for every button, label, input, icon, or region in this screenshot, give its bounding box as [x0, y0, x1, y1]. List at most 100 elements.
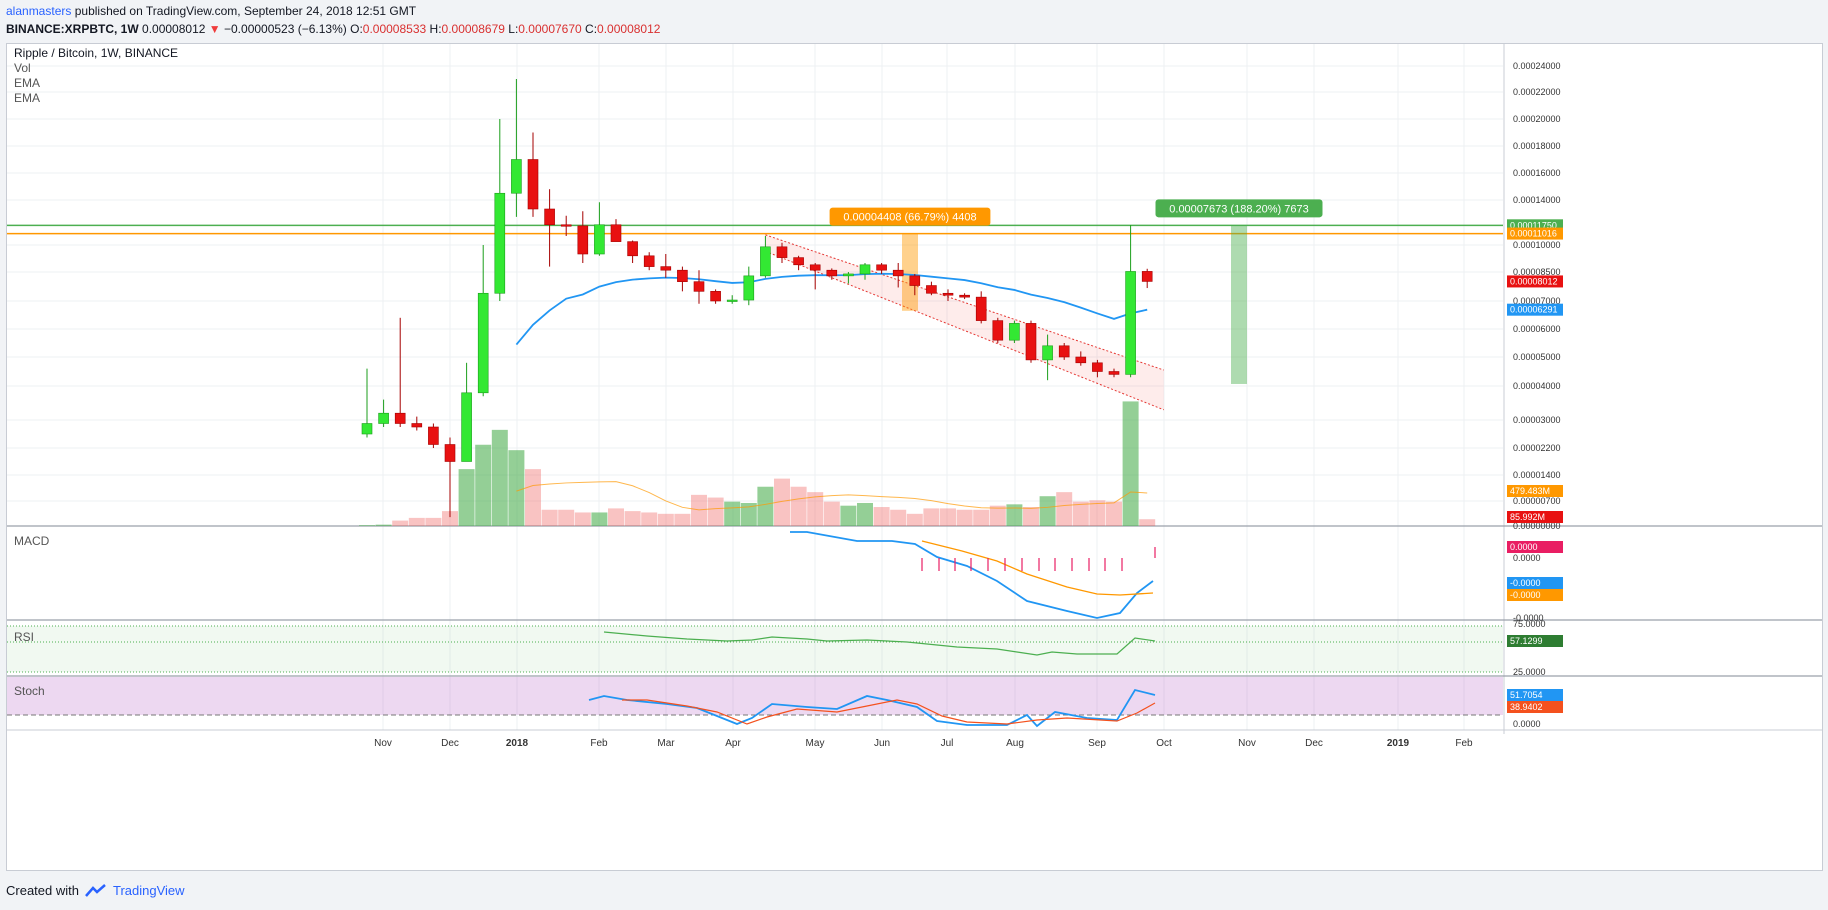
open-label: O: — [350, 22, 363, 36]
footer: Created with TradingView — [6, 883, 185, 898]
candle-body — [677, 269, 688, 282]
candle-body — [776, 246, 788, 258]
volume-bar — [674, 513, 691, 526]
y-tick-label: 0.00016000 — [1513, 168, 1561, 178]
volume-bar — [525, 469, 541, 526]
y-tick-label: 0.00000000 — [1513, 521, 1561, 531]
candle-body — [494, 192, 506, 294]
measure-orange-label: 0.00004408 (66.79%) 4408 — [843, 212, 976, 224]
high-label: H: — [429, 22, 442, 36]
candle-body — [477, 292, 489, 394]
volume-bar — [1039, 496, 1056, 526]
volume-bar — [691, 494, 707, 526]
x-tick-label: Mar — [657, 738, 675, 749]
candle-body — [577, 225, 589, 255]
y-tick-label: 0.00003000 — [1513, 415, 1561, 425]
candle-body — [809, 264, 821, 271]
candle-body — [992, 320, 1004, 341]
volume-bar — [608, 508, 624, 526]
x-tick-label: Dec — [1305, 738, 1323, 749]
volume-bar — [774, 478, 790, 526]
candle-body — [511, 159, 522, 194]
volume-bar — [1122, 401, 1139, 526]
x-tick-label: Oct — [1156, 738, 1172, 749]
volume-bar — [475, 444, 492, 526]
candle-body — [394, 412, 406, 424]
low-label: L: — [508, 22, 519, 36]
candle-body — [378, 412, 389, 424]
volume-bar — [624, 511, 641, 526]
candle-body — [1092, 362, 1103, 372]
close-label: C: — [585, 22, 598, 36]
tradingview-brand[interactable]: TradingView — [112, 883, 185, 898]
candle-body — [1025, 323, 1037, 361]
legend-vol: Vol — [14, 61, 31, 75]
candle-body — [975, 296, 987, 321]
volume-bar — [940, 508, 956, 526]
high-value: 0.00008679 — [441, 22, 505, 36]
x-tick-label: Jul — [941, 738, 954, 749]
y-tick-label: 0.00010000 — [1513, 240, 1561, 250]
candle-body — [428, 426, 439, 445]
volume-bar — [541, 509, 558, 526]
x-tick-label: 2019 — [1387, 738, 1410, 749]
price-chart[interactable]: 0.00024000 0.00022000 0.00020000 0.00018000… — [7, 44, 1822, 870]
macd-hist-label-badge — [1507, 541, 1563, 553]
candle-body — [1042, 345, 1053, 361]
y-tick-label: 0.00000700 — [1513, 496, 1561, 506]
x-tick-label: Apr — [725, 738, 741, 749]
candle-body — [892, 269, 904, 277]
channel-fill — [765, 234, 1164, 410]
down-arrow-icon: ▼ — [208, 22, 221, 36]
volume-bar — [724, 501, 741, 526]
tradingview-logo-icon — [85, 883, 106, 897]
publish-line: alanmasters published on TradingView.com… — [6, 4, 416, 18]
ema-value-label-badge — [1507, 303, 1563, 316]
volume-bar — [890, 509, 907, 526]
volume-bar — [442, 511, 458, 526]
y-tick-label: 0.00005000 — [1513, 352, 1561, 362]
candle-body — [710, 291, 721, 302]
candle-body — [610, 224, 622, 242]
open-value: 0.00008533 — [362, 22, 427, 36]
candle-body — [1075, 356, 1087, 364]
x-tick-label: Sep — [1088, 738, 1106, 749]
macd-value-label-badge — [1507, 577, 1563, 589]
stoch-k-label-badge — [1507, 689, 1563, 701]
macd-signal-label-badge — [1507, 589, 1563, 601]
stoch-tick-label: 0.0000 — [1513, 719, 1541, 729]
volume-bar — [574, 512, 591, 526]
candle-body — [876, 264, 887, 271]
y-tick-label: 0.00020000 — [1513, 114, 1561, 124]
ohlc-line: BINANCE:XRPBTC, 1W 0.00008012 ▼ −0.00000… — [6, 22, 660, 36]
stoch-band — [7, 677, 1503, 715]
candle-body — [594, 224, 605, 255]
x-tick-label: Feb — [590, 738, 608, 749]
volume-label-badge — [1507, 511, 1563, 523]
ema-value-label: 0.00006291 — [1510, 305, 1558, 315]
volume-bar — [657, 513, 674, 526]
x-tick-label: Jun — [874, 738, 890, 749]
candle-body — [1058, 345, 1070, 358]
volume-bar — [1106, 501, 1122, 526]
change-value: −0.00000523 (−6.13%) — [224, 22, 347, 36]
rsi-title: RSI — [14, 630, 35, 644]
volume-bar — [408, 517, 425, 526]
volume-bar — [1056, 492, 1073, 526]
measure-orange-range — [902, 233, 918, 311]
macd-title: MACD — [14, 534, 50, 548]
legend-ema-1: EMA — [14, 76, 41, 90]
chart-panel[interactable]: 0.00024000 0.00022000 0.00020000 0.00018000… — [6, 43, 1823, 871]
macd-signal-label: -0.0000 — [1510, 590, 1541, 600]
macd-hist-label: 0.0000 — [1510, 542, 1538, 552]
volume-bar — [840, 505, 857, 526]
candle-body — [560, 224, 572, 227]
x-tick-label: Dec — [441, 738, 459, 749]
volume-bar — [491, 429, 508, 526]
volume-bar — [923, 508, 940, 526]
candle-body — [643, 255, 655, 267]
volume-label: 85.992M — [1510, 512, 1545, 522]
author-link[interactable]: alanmasters — [6, 4, 72, 18]
macd-line — [790, 531, 1154, 619]
candle-body — [627, 241, 638, 257]
